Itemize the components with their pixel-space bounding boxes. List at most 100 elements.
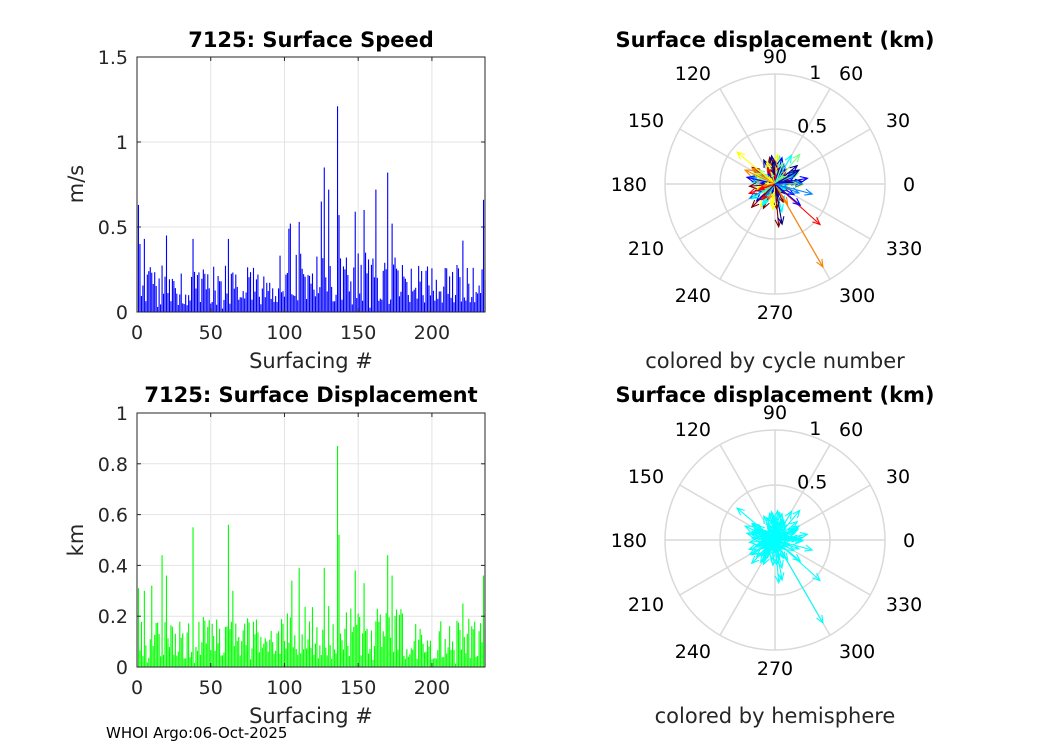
y-tick-label: 0.5: [98, 217, 128, 239]
bar: [162, 293, 165, 312]
bar: [322, 258, 324, 312]
bar: [226, 626, 228, 667]
bar: [372, 258, 374, 312]
bar: [325, 277, 327, 312]
bar: [264, 297, 266, 312]
bar: [475, 292, 477, 312]
bar: [230, 273, 232, 312]
bar: [334, 649, 336, 667]
bar: [155, 285, 157, 312]
displacement-arrow: [745, 531, 776, 541]
bar: [195, 646, 197, 667]
x-tick-label: 100: [266, 322, 302, 344]
bar: [404, 658, 406, 667]
bar: [151, 585, 153, 667]
displacement-axes-box: [136, 412, 486, 668]
bar: [401, 613, 403, 667]
bar: [298, 567, 300, 667]
bar: [429, 640, 431, 667]
arrow-head: [787, 189, 796, 196]
arrow-shaft: [774, 539, 801, 562]
x-tick-label: 150: [340, 322, 376, 344]
polar-hemisphere-caption: colored by hemisphere: [655, 704, 896, 728]
displacement-arrow: [774, 510, 793, 541]
bar: [158, 634, 160, 667]
bar: [391, 575, 393, 667]
bar: [413, 641, 415, 667]
bar: [244, 298, 246, 312]
bar: [238, 637, 240, 667]
bar: [251, 648, 253, 667]
bar: [447, 647, 449, 667]
bar: [460, 649, 462, 667]
bar: [193, 271, 196, 312]
arrow-head: [812, 572, 822, 582]
bar: [403, 276, 405, 312]
bar: [365, 252, 367, 312]
bar: [260, 304, 262, 312]
displacement-arrow: [768, 510, 777, 541]
bar: [238, 299, 240, 312]
bar: [276, 301, 278, 312]
y-tick-label: 0.2: [98, 606, 128, 628]
displacement-arrow: [750, 183, 776, 200]
arrow-shaft: [774, 518, 784, 541]
bar: [359, 293, 361, 312]
arrow-head: [791, 180, 800, 187]
bar: [260, 636, 262, 667]
bar: [158, 278, 160, 312]
polar-radius-label: 0.5: [797, 115, 827, 137]
bar: [317, 293, 319, 312]
displacement-arrow: [750, 539, 776, 565]
bar: [457, 622, 460, 667]
bar: [429, 295, 431, 312]
bar: [176, 293, 178, 312]
bar: [437, 298, 439, 312]
bar: [291, 580, 293, 667]
arrow-head: [755, 193, 764, 202]
bar: [394, 257, 396, 312]
bar: [339, 258, 342, 312]
bar: [229, 629, 231, 667]
arrow-head: [745, 531, 755, 539]
polar-angle-label: 210: [628, 238, 664, 260]
polar-radius-label: 0.5: [797, 471, 827, 493]
bar: [336, 106, 339, 312]
bar: [387, 555, 389, 667]
bar: [456, 620, 458, 667]
bar: [292, 647, 294, 667]
bar: [379, 298, 381, 312]
polar-cycle-title: Surface displacement (km): [615, 28, 934, 52]
bar: [176, 655, 178, 667]
bar: [258, 296, 260, 312]
displacement-arrow: [774, 183, 814, 196]
bar: [450, 297, 452, 312]
bar: [205, 289, 207, 312]
bar: [291, 294, 293, 312]
bar: [148, 657, 150, 667]
arrow-head: [745, 175, 755, 183]
bar: [307, 275, 309, 312]
displacement-arrow: [774, 154, 793, 185]
arrow-head: [766, 516, 773, 525]
bar: [350, 281, 352, 312]
bar: [437, 650, 439, 667]
bar: [235, 623, 237, 667]
bar: [335, 294, 337, 312]
bar: [261, 288, 263, 312]
speed-ticks: 0 50 100 150 200 0 0.5 1 1.5: [98, 47, 485, 344]
bar: [370, 630, 373, 667]
bar: [220, 655, 222, 667]
arrow-head: [764, 537, 769, 542]
bar: [303, 274, 305, 312]
bar: [326, 655, 328, 667]
bar: [322, 629, 324, 667]
polar-spoke: [719, 88, 776, 185]
bar: [233, 645, 235, 667]
arrow-head: [804, 544, 814, 552]
arrow-head: [750, 535, 759, 542]
bar: [319, 287, 321, 312]
bar: [345, 257, 347, 312]
bar: [344, 269, 346, 312]
